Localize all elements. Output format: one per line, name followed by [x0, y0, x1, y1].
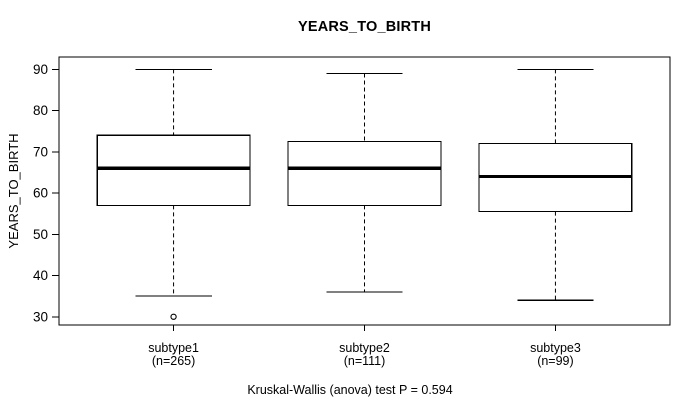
y-tick-label: 60 — [33, 186, 48, 201]
x-category-label: subtype1 (n=265) — [104, 342, 244, 367]
category-count: (n=265) — [151, 353, 196, 368]
outlier-point — [170, 313, 177, 320]
chart-title: YEARS_TO_BIRTH — [297, 19, 432, 35]
y-tick-label: 50 — [33, 227, 48, 242]
y-tick-label: 30 — [33, 309, 48, 324]
y-tick-label: 80 — [33, 103, 48, 118]
x-category-label: subtype3 (n=99) — [485, 342, 625, 367]
category-name: subtype1 — [148, 341, 199, 355]
iqr-box — [287, 140, 442, 207]
category-name: subtype3 — [530, 341, 581, 355]
category-count: (n=111) — [343, 353, 386, 368]
category-name: subtype2 — [339, 341, 390, 355]
x-category-label: subtype2 (n=111) — [295, 342, 435, 367]
stat-test-caption: Kruskal-Wallis (anova) test P = 0.594 — [247, 383, 453, 397]
y-tick-label: 40 — [33, 268, 48, 283]
category-count: (n=99) — [537, 353, 574, 368]
y-tick-label: 90 — [33, 62, 48, 77]
iqr-box — [96, 134, 251, 207]
y-tick-label: 70 — [33, 144, 48, 159]
